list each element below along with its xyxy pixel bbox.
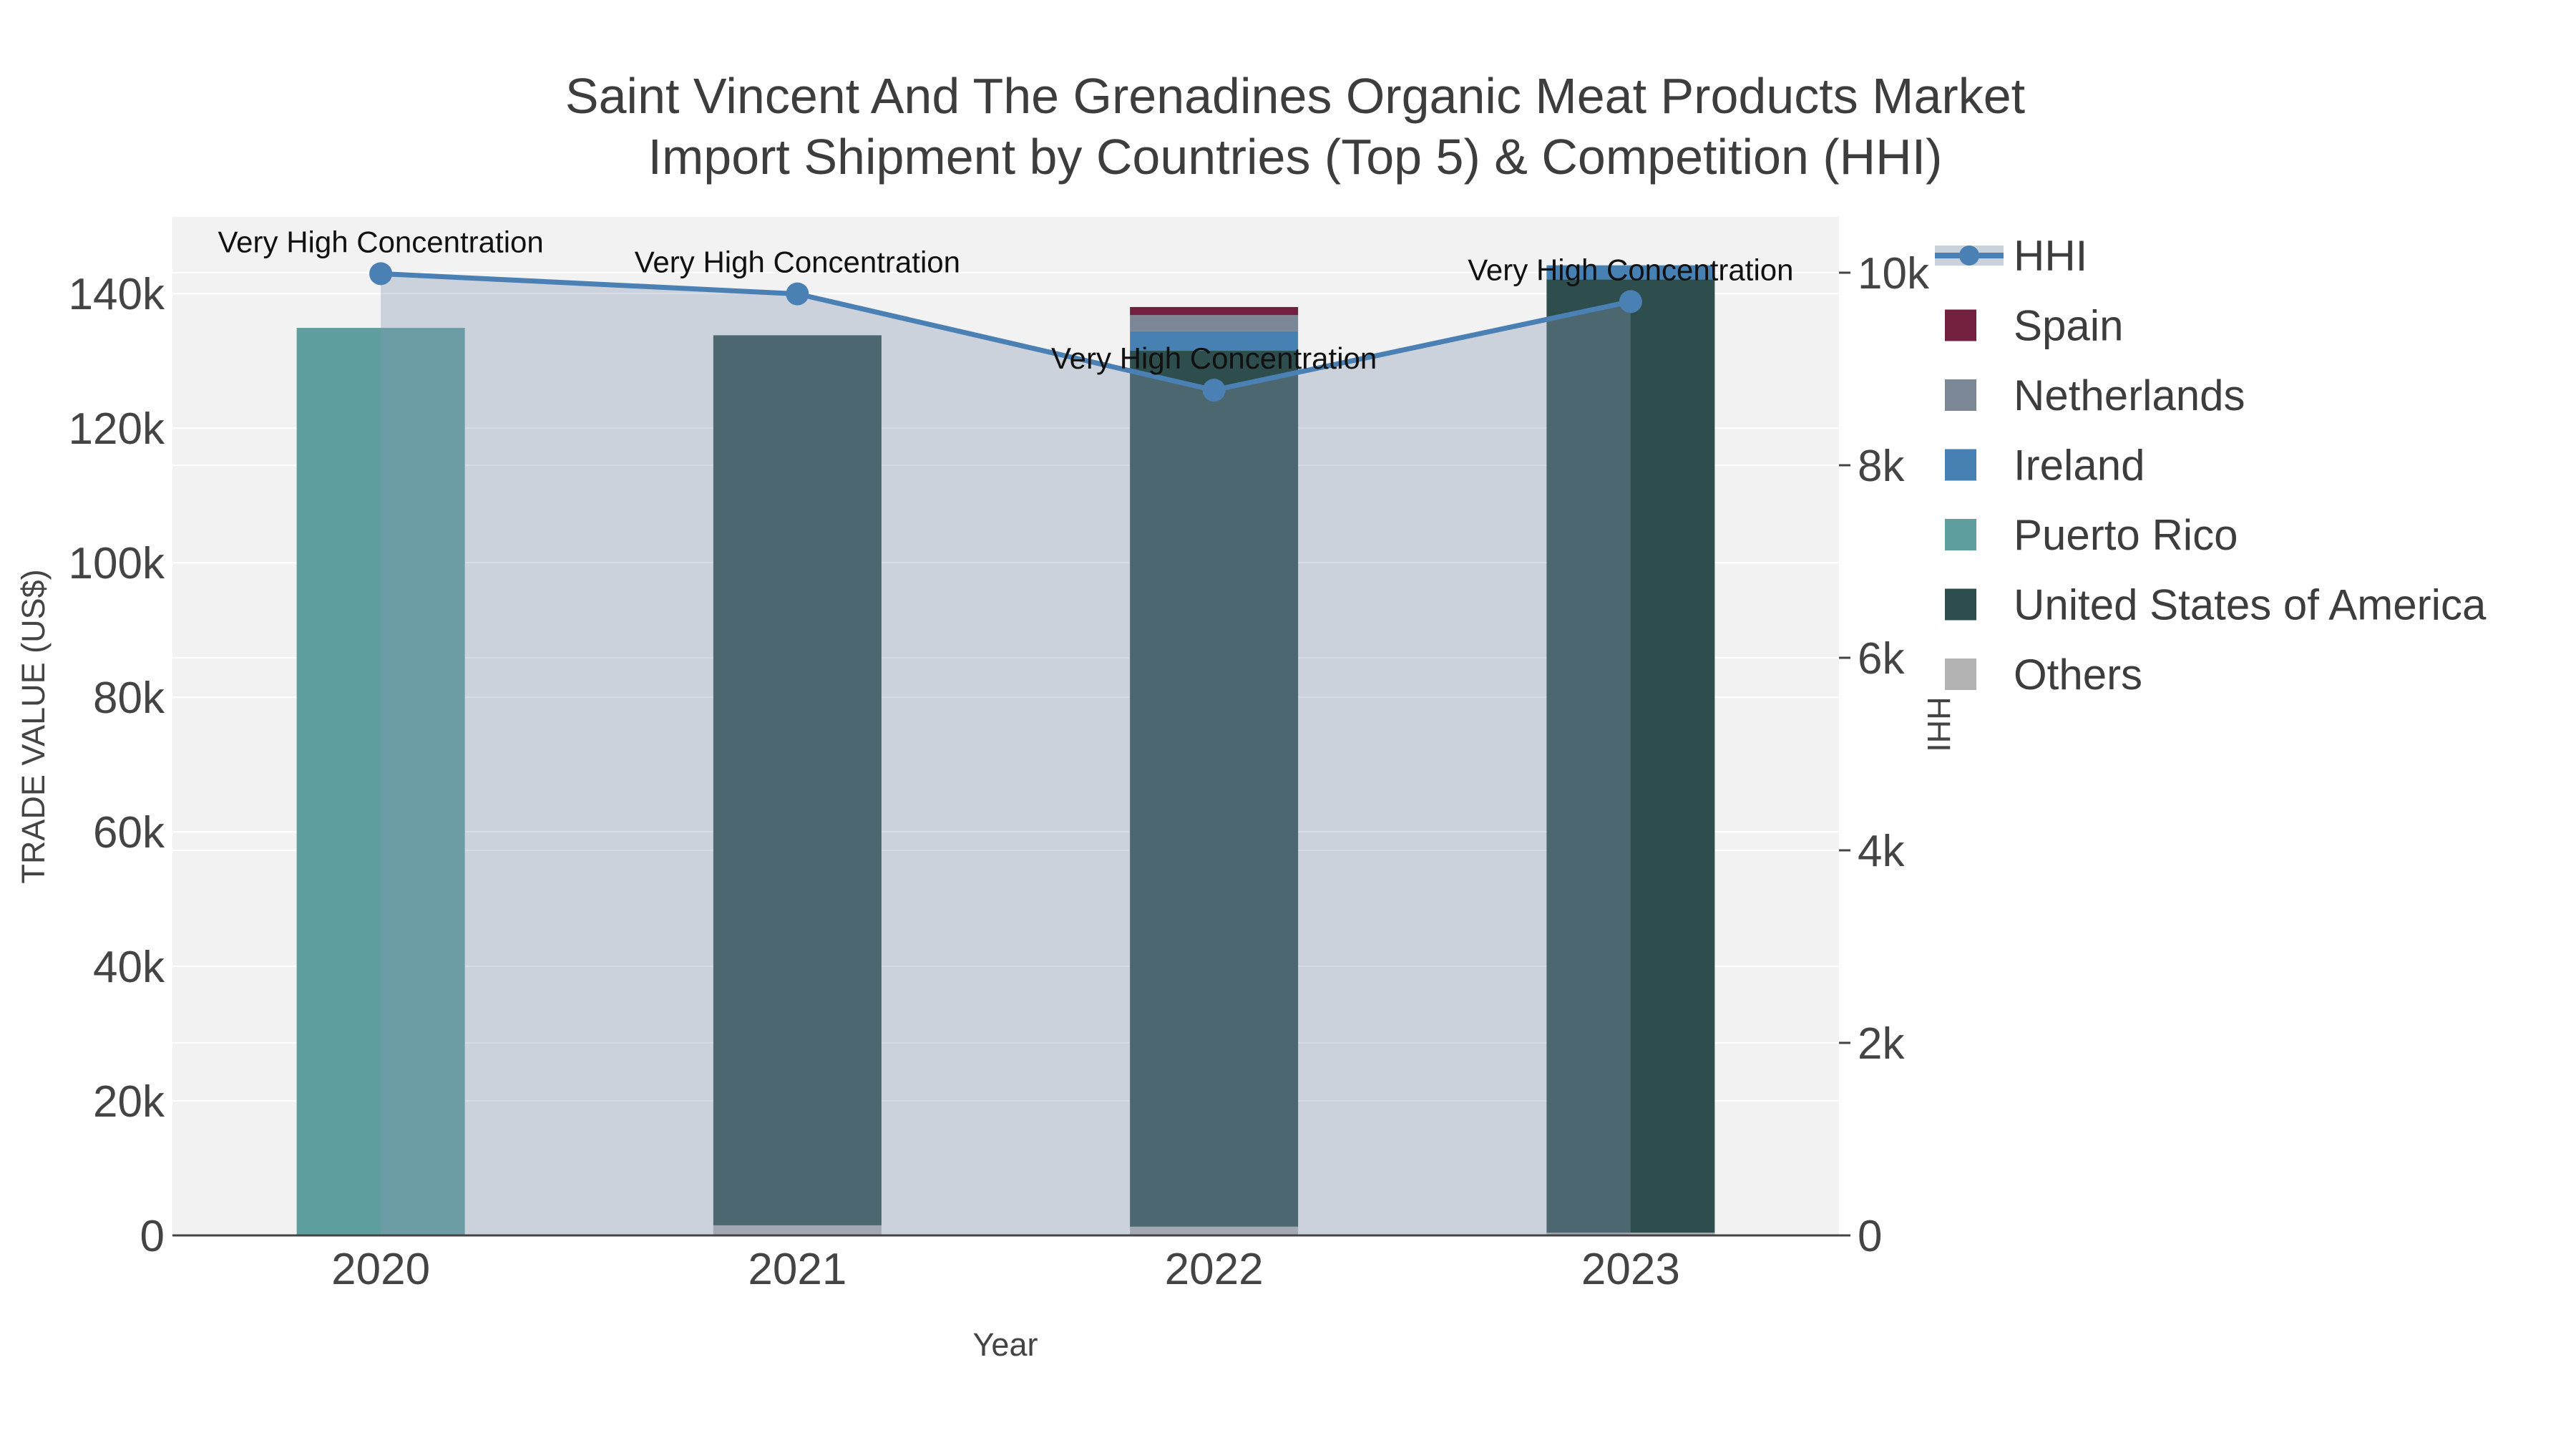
legend-item-others[interactable]: Others (1945, 651, 2142, 699)
legend-item-spain[interactable]: Spain (1945, 302, 2123, 350)
legend-label: Others (2014, 651, 2142, 699)
hhi-marker-2023[interactable] (1619, 290, 1642, 314)
left-tick-20k: 20k (93, 1077, 165, 1127)
hhi-marker-2021[interactable] (786, 282, 809, 306)
legend-label: Puerto Rico (2014, 511, 2238, 559)
right-tick-0: 0 (1858, 1212, 1882, 1261)
legend-item-united-states-of-america[interactable]: United States of America (1945, 581, 2487, 629)
hhi-marker-2022[interactable] (1202, 379, 1226, 402)
legend-item-hhi[interactable]: HHI (1935, 232, 2087, 280)
hhi-line[interactable] (380, 271, 1631, 393)
bar-segment-ireland-2022[interactable] (1130, 331, 1299, 351)
annotation-2023: Very High Concentration (1468, 253, 1793, 286)
chart-title-line2: Import Shipment by Countries (Top 5) & C… (648, 129, 1943, 185)
right-tick-6k: 6k (1858, 634, 1905, 684)
legend-label: United States of America (2014, 581, 2487, 629)
x-axis-title: Year (973, 1326, 1038, 1363)
bar-segment-others-2023[interactable] (1546, 1233, 1715, 1235)
bar-segment-others-2021[interactable] (713, 1225, 882, 1235)
right-tick-2k: 2k (1858, 1019, 1905, 1069)
bar-segment-united-states-of-america-2023[interactable] (1546, 279, 1715, 1233)
bar-segment-netherlands-2022[interactable] (1130, 315, 1299, 331)
legend-swatch-icon (1945, 449, 1976, 481)
bar-segment-united-states-of-america-2022[interactable] (1130, 351, 1299, 1227)
legend: HHI Spain Netherlands Ireland Puerto Rico Uni… (1935, 232, 2487, 699)
legend-label: Netherlands (2014, 371, 2245, 419)
left-tick-60k: 60k (93, 808, 165, 857)
annotation-2021: Very High Concentration (635, 246, 960, 279)
hhi-area-group (381, 273, 1631, 1235)
bar-series-group (296, 265, 1715, 1236)
annotation-2022: Very High Concentration (1051, 341, 1377, 375)
hhi-area (381, 273, 1631, 1235)
legend-item-ireland[interactable]: Ireland (1945, 442, 2145, 490)
legend-hhi-marker-icon (1959, 246, 1979, 266)
x-tick-2020: 2020 (331, 1245, 430, 1294)
legend-swatch-icon (1945, 309, 1976, 341)
left-tick-40k: 40k (93, 943, 165, 992)
annotations-group: Very High Concentration Very High Concent… (218, 225, 1793, 375)
left-tick-0: 0 (140, 1212, 165, 1261)
left-tick-80k: 80k (93, 674, 165, 723)
chart-title-line1: Saint Vincent And The Grenadines Organic… (565, 68, 2025, 124)
legend-label: Ireland (2014, 442, 2145, 490)
bar-segment-spain-2022[interactable] (1130, 306, 1299, 316)
right-tick-10k: 10k (1858, 249, 1930, 298)
bar-segment-others-2022[interactable] (1130, 1226, 1299, 1235)
left-tick-140k: 140k (69, 270, 165, 319)
axes-group: 0 20k 40k 60k 80k 100k 120k 140k 0 2k 4k 6k 8k 10k 202… (69, 249, 1930, 1294)
bar-segment-puerto-rico-2020[interactable] (296, 328, 465, 1236)
left-axis-title: TRADE VALUE (US$) (15, 569, 52, 883)
right-tick-8k: 8k (1858, 442, 1905, 491)
hhi-line-group (369, 262, 1642, 402)
x-tick-2022: 2022 (1165, 1245, 1264, 1294)
bar-segment-ireland-2023[interactable] (1546, 265, 1715, 280)
legend-label: HHI (2014, 232, 2087, 280)
legend-item-puerto-rico[interactable]: Puerto Rico (1945, 511, 2238, 559)
x-tick-2021: 2021 (748, 1245, 847, 1294)
legend-swatch-icon (1945, 519, 1976, 550)
legend-item-netherlands[interactable]: Netherlands (1945, 371, 2245, 419)
right-axis-title: HHI (1921, 696, 1957, 752)
left-tick-120k: 120k (69, 404, 165, 454)
bar-segment-united-states-of-america-2021[interactable] (713, 335, 882, 1225)
x-tick-2023: 2023 (1581, 1245, 1680, 1294)
annotation-2020: Very High Concentration (218, 225, 543, 258)
legend-swatch-icon (1945, 379, 1976, 411)
hhi-marker-2020[interactable] (369, 262, 393, 286)
legend-swatch-icon (1945, 588, 1976, 621)
legend-label: Spain (2014, 302, 2123, 350)
right-tick-4k: 4k (1858, 827, 1905, 876)
left-tick-100k: 100k (69, 539, 165, 588)
legend-swatch-icon (1945, 659, 1976, 690)
